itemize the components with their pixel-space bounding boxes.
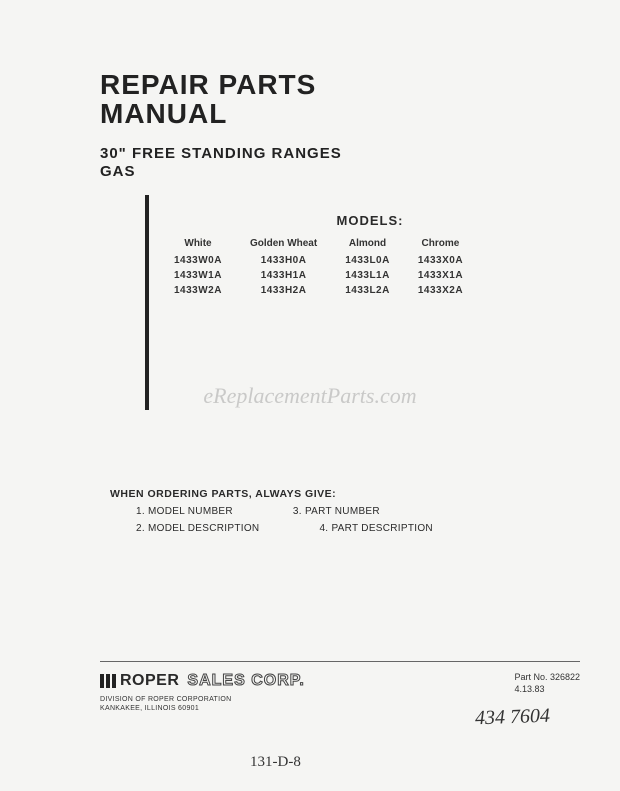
- logo-text: ROPER: [120, 672, 179, 690]
- cell: 1433L1A: [331, 268, 404, 283]
- title-line-2: MANUAL: [100, 99, 560, 128]
- table-row: 1433W1A 1433H1A 1433L1A 1433X1A: [160, 268, 477, 283]
- cell: 1433H2A: [236, 283, 331, 298]
- cell: 1433W0A: [160, 253, 236, 268]
- handwritten-note-1: 434 7604: [475, 705, 551, 731]
- cell: 1433H1A: [236, 268, 331, 283]
- table-row: 1433W2A 1433H2A 1433L2A 1433X2A: [160, 283, 477, 298]
- division-line: DIVISION OF ROPER CORPORATION: [100, 696, 305, 704]
- watermark-text: eReplacementParts.com: [203, 383, 416, 409]
- footer-left: ROPER SALES CORP. DIVISION OF ROPER CORP…: [100, 672, 305, 713]
- ordering-block: WHEN ORDERING PARTS, ALWAYS GIVE: 1. MOD…: [110, 488, 560, 534]
- logo-bars-icon: [100, 674, 116, 688]
- part-date: 4.13.83: [514, 684, 580, 696]
- roper-logo: ROPER: [100, 672, 179, 690]
- document-page: REPAIR PARTS MANUAL 30" FREE STANDING RA…: [0, 0, 620, 791]
- cell: 1433L0A: [331, 253, 404, 268]
- col-header: Almond: [331, 236, 404, 253]
- models-heading: MODELS:: [180, 213, 560, 228]
- part-number: Part No. 326822: [514, 672, 580, 684]
- vertical-rule: [145, 195, 149, 410]
- cell: 1433W1A: [160, 268, 236, 283]
- division-text: DIVISION OF ROPER CORPORATION KANKAKEE, …: [100, 696, 305, 713]
- ordering-item: 2. MODEL DESCRIPTION: [136, 523, 259, 534]
- ordering-row: 2. MODEL DESCRIPTION 4. PART DESCRIPTION: [136, 523, 560, 534]
- cell: 1433X0A: [404, 253, 477, 268]
- ordering-item: 3. PART NUMBER: [293, 506, 380, 517]
- logo-group: ROPER SALES CORP.: [100, 672, 305, 690]
- models-table: White Golden Wheat Almond Chrome 1433W0A…: [160, 236, 477, 298]
- col-header: White: [160, 236, 236, 253]
- cell: 1433X1A: [404, 268, 477, 283]
- cell: 1433H0A: [236, 253, 331, 268]
- cell: 1433W2A: [160, 283, 236, 298]
- table-header-row: White Golden Wheat Almond Chrome: [160, 236, 477, 253]
- col-header: Chrome: [404, 236, 477, 253]
- cell: 1433L2A: [331, 283, 404, 298]
- models-block: MODELS: White Golden Wheat Almond Chrome…: [160, 213, 560, 298]
- col-header: Golden Wheat: [236, 236, 331, 253]
- ordering-heading: WHEN ORDERING PARTS, ALWAYS GIVE:: [110, 488, 560, 500]
- subtitle-line-1: 30" FREE STANDING RANGES: [100, 145, 560, 163]
- ordering-row: 1. MODEL NUMBER 3. PART NUMBER: [136, 506, 560, 517]
- cell: 1433X2A: [404, 283, 477, 298]
- division-line: KANKAKEE, ILLINOIS 60901: [100, 705, 305, 713]
- ordering-item: 1. MODEL NUMBER: [136, 506, 233, 517]
- handwritten-note-2: 131-D-8: [250, 754, 301, 771]
- ordering-item: 4. PART DESCRIPTION: [319, 523, 433, 534]
- subtitle-line-2: GAS: [100, 163, 560, 181]
- part-number-block: Part No. 326822 4.13.83: [514, 672, 580, 695]
- main-title: REPAIR PARTS MANUAL: [100, 70, 560, 129]
- table-row: 1433W0A 1433H0A 1433L0A 1433X0A: [160, 253, 477, 268]
- sales-corp-text: SALES CORP.: [187, 672, 304, 690]
- subtitle: 30" FREE STANDING RANGES GAS: [100, 145, 560, 181]
- title-line-1: REPAIR PARTS: [100, 70, 560, 99]
